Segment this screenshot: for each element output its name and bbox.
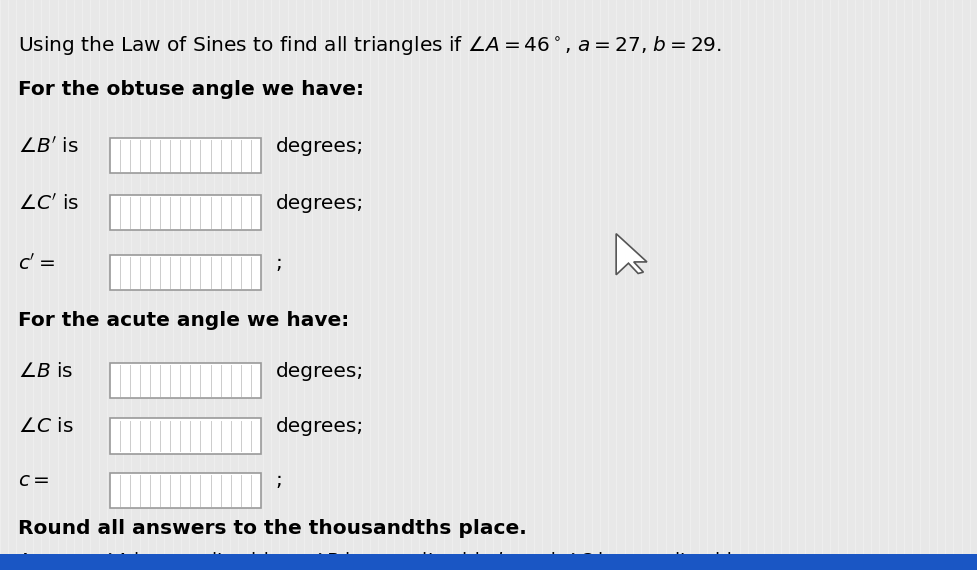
Text: $\angle B'$ is: $\angle B'$ is bbox=[18, 137, 78, 157]
Text: ;: ; bbox=[276, 254, 282, 272]
FancyBboxPatch shape bbox=[0, 554, 977, 570]
Text: degrees;: degrees; bbox=[276, 417, 363, 436]
Text: Round all answers to the thousandths place.: Round all answers to the thousandths pla… bbox=[18, 519, 526, 538]
Text: $c =$: $c =$ bbox=[18, 471, 49, 490]
Text: Using the Law of Sines to find all triangles if $\angle A = 46^\circ$, $a = 27$,: Using the Law of Sines to find all trian… bbox=[18, 34, 721, 57]
FancyBboxPatch shape bbox=[109, 195, 261, 230]
Polygon shape bbox=[616, 234, 647, 275]
Text: degrees;: degrees; bbox=[276, 362, 363, 381]
Text: For the obtuse angle we have:: For the obtuse angle we have: bbox=[18, 80, 363, 99]
FancyBboxPatch shape bbox=[109, 363, 261, 398]
FancyBboxPatch shape bbox=[109, 255, 261, 290]
Text: Assume $\angle A$ is opposite side $a$, $\angle B$ is opposite side $b$, and $\a: Assume $\angle A$ is opposite side $a$, … bbox=[18, 550, 764, 570]
Text: $\angle C$ is: $\angle C$ is bbox=[18, 417, 73, 436]
FancyBboxPatch shape bbox=[109, 473, 261, 508]
Text: $\angle C'$ is: $\angle C'$ is bbox=[18, 194, 79, 214]
FancyBboxPatch shape bbox=[109, 138, 261, 173]
Text: For the acute angle we have:: For the acute angle we have: bbox=[18, 311, 349, 329]
Text: degrees;: degrees; bbox=[276, 194, 363, 213]
FancyBboxPatch shape bbox=[109, 418, 261, 454]
Text: $c' =$: $c' =$ bbox=[18, 254, 55, 274]
Text: ;: ; bbox=[276, 471, 282, 490]
Text: degrees;: degrees; bbox=[276, 137, 363, 156]
Text: $\angle B$ is: $\angle B$ is bbox=[18, 362, 73, 381]
